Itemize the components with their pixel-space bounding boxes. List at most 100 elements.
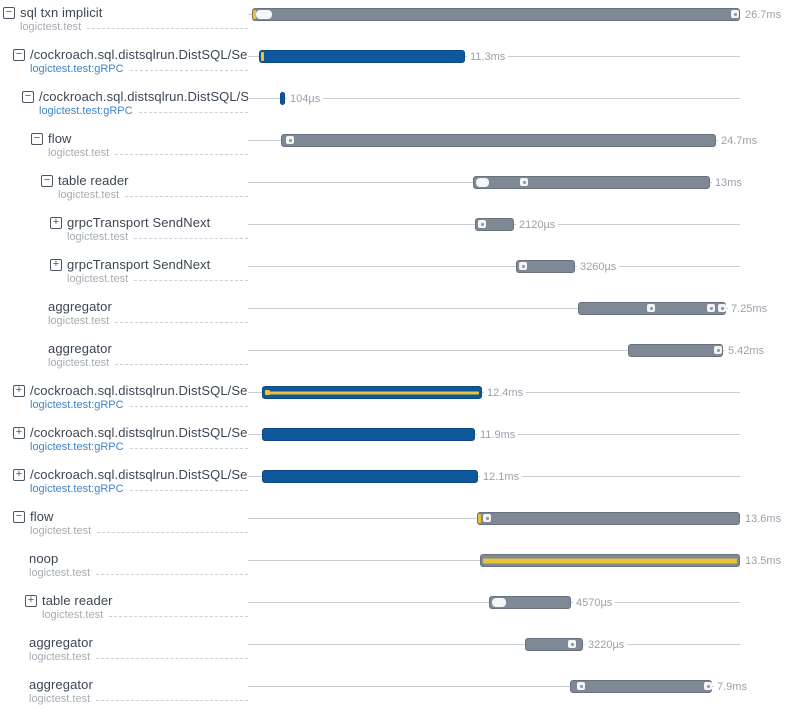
collapse-minus-icon[interactable]: − <box>13 48 25 61</box>
span-title-row[interactable]: − sql txn implicit <box>0 5 248 20</box>
span-duration: 3220µs <box>585 639 628 651</box>
span-name: table reader <box>42 593 113 608</box>
span-row: + grpcTransport SendNext logictest.test … <box>0 254 786 296</box>
span-duration: 11.9ms <box>477 429 519 441</box>
span-title-row[interactable]: + table reader <box>0 593 248 608</box>
dashed-connector <box>96 573 248 575</box>
span-service: logictest.test:gRPC <box>30 399 124 411</box>
span-title-row[interactable]: + /cockroach.sql.distsqlrun.DistSQL/Set <box>0 383 248 398</box>
dashed-connector <box>96 699 248 701</box>
span-title-row[interactable]: − table reader <box>0 173 248 188</box>
span-bar[interactable] <box>280 92 285 105</box>
dashed-connector <box>115 321 248 323</box>
span-name: sql txn implicit <box>20 5 103 20</box>
child-span-pill-marker <box>256 10 272 19</box>
yellow-stripe <box>265 391 479 394</box>
span-subtitle-row: logictest.test:gRPC <box>0 62 248 76</box>
dashed-connector <box>109 615 248 617</box>
span-bar[interactable] <box>516 260 575 273</box>
span-timeline: 13ms <box>248 170 786 212</box>
span-duration: 13.6ms <box>742 513 785 525</box>
span-bar[interactable] <box>473 176 710 189</box>
span-duration: 104µs <box>287 93 324 105</box>
span-duration: 4570µs <box>573 597 616 609</box>
span-title-row[interactable]: + grpcTransport SendNext <box>0 215 248 230</box>
span-label-area: + grpcTransport SendNext logictest.test <box>0 215 248 251</box>
span-bar[interactable] <box>262 470 478 483</box>
collapse-minus-icon[interactable]: − <box>31 132 43 145</box>
collapse-minus-icon[interactable]: − <box>22 90 34 103</box>
span-duration: 5.42ms <box>725 345 768 357</box>
dashed-connector <box>115 363 248 365</box>
expand-plus-icon[interactable]: + <box>13 384 25 397</box>
span-bar[interactable] <box>477 512 740 525</box>
span-title-row[interactable]: aggregator <box>0 341 248 356</box>
expand-plus-icon[interactable]: + <box>13 468 25 481</box>
span-title-row[interactable]: + /cockroach.sql.distsqlrun.DistSQL/Set <box>0 425 248 440</box>
span-name: /cockroach.sql.distsqlrun.DistSQL/Set <box>30 383 248 398</box>
span-timeline: 11.3ms <box>248 44 786 86</box>
child-span-pill-marker <box>476 178 489 187</box>
expand-plus-icon[interactable]: + <box>25 594 37 607</box>
expand-plus-icon[interactable]: + <box>13 426 25 439</box>
span-subtitle-row: logictest.test <box>0 230 248 244</box>
timeline-baseline <box>248 98 740 99</box>
span-title-row[interactable]: − flow <box>0 131 248 146</box>
span-service: logictest.test:gRPC <box>30 441 124 453</box>
span-name: /cockroach.sql.distsqlrun.DistSQL/Set <box>30 467 248 482</box>
span-service: logictest.test <box>67 273 129 285</box>
span-label-area: − flow logictest.test <box>0 509 248 545</box>
collapse-minus-icon[interactable]: − <box>41 174 53 187</box>
span-bar[interactable] <box>259 50 465 63</box>
span-title-row[interactable]: + grpcTransport SendNext <box>0 257 248 272</box>
span-row: − flow logictest.test 13.6ms <box>0 506 786 548</box>
span-title-row[interactable]: aggregator <box>0 299 248 314</box>
span-duration: 13.5ms <box>742 555 785 567</box>
span-bar[interactable] <box>489 596 571 609</box>
span-service: logictest.test <box>67 231 129 243</box>
span-timeline: 11.9ms <box>248 422 786 464</box>
expand-plus-icon[interactable]: + <box>50 216 62 229</box>
span-label-area: − /cockroach.sql.distsqlrun.DistSQL/S lo… <box>0 89 248 125</box>
span-bar[interactable] <box>281 134 716 147</box>
span-title-row[interactable]: − /cockroach.sql.distsqlrun.DistSQL/Set <box>0 47 248 62</box>
span-name: /cockroach.sql.distsqlrun.DistSQL/S <box>39 89 248 104</box>
span-title-row[interactable]: − /cockroach.sql.distsqlrun.DistSQL/S <box>0 89 248 104</box>
span-title-row[interactable]: − flow <box>0 509 248 524</box>
span-duration: 26.7ms <box>742 9 785 21</box>
span-title-row[interactable]: + /cockroach.sql.distsqlrun.DistSQL/Set <box>0 467 248 482</box>
span-subtitle-row: logictest.test <box>0 146 248 160</box>
span-service: logictest.test <box>20 21 82 33</box>
span-title-row[interactable]: aggregator <box>0 677 248 692</box>
span-label-area: − table reader logictest.test <box>0 173 248 209</box>
span-bar[interactable] <box>480 554 740 567</box>
span-row: − /cockroach.sql.distsqlrun.DistSQL/S lo… <box>0 86 786 128</box>
span-subtitle-row: logictest.test <box>0 20 248 34</box>
expand-plus-icon[interactable]: + <box>50 258 62 271</box>
span-title-row[interactable]: aggregator <box>0 635 248 650</box>
span-label-area: − sql txn implicit logictest.test <box>0 5 248 41</box>
span-service: logictest.test <box>48 315 110 327</box>
span-subtitle-row: logictest.test:gRPC <box>0 482 248 496</box>
span-duration: 7.25ms <box>728 303 771 315</box>
collapse-minus-icon[interactable]: − <box>3 6 15 19</box>
span-name: flow <box>30 509 54 524</box>
span-service: logictest.test <box>29 651 91 663</box>
span-subtitle-row: logictest.test:gRPC <box>0 440 248 454</box>
span-bar[interactable] <box>628 344 723 357</box>
span-bar[interactable] <box>262 386 482 399</box>
span-bar[interactable] <box>570 680 712 693</box>
span-label-area: aggregator logictest.test <box>0 341 248 377</box>
span-row: − sql txn implicit logictest.test 26.7ms <box>0 2 786 44</box>
span-bar[interactable] <box>252 8 740 21</box>
span-timeline: 24.7ms <box>248 128 786 170</box>
span-duration: 7.9ms <box>714 681 750 693</box>
span-timeline: 13.5ms <box>248 548 786 590</box>
collapse-minus-icon[interactable]: − <box>13 510 25 523</box>
child-span-dot-marker <box>483 514 491 522</box>
span-bar[interactable] <box>262 428 475 441</box>
span-timeline: 12.4ms <box>248 380 786 422</box>
span-row: + grpcTransport SendNext logictest.test … <box>0 212 786 254</box>
span-title-row[interactable]: noop <box>0 551 248 566</box>
